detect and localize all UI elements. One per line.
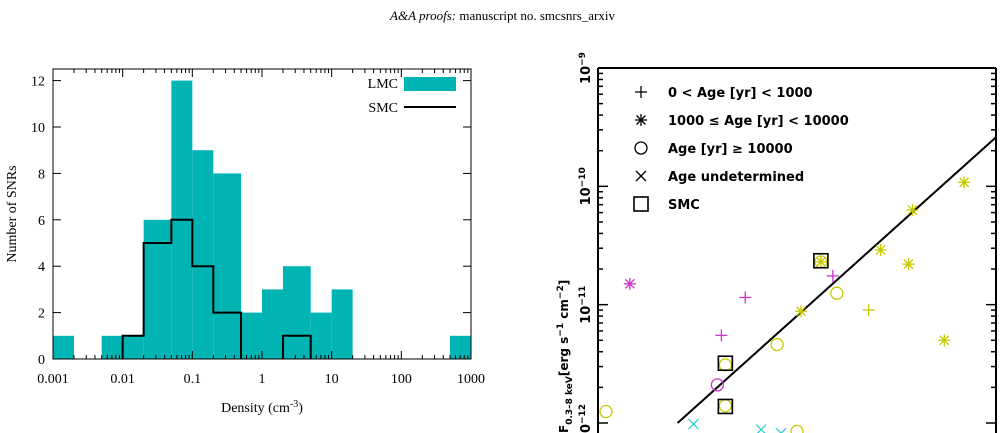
data-point-star	[906, 204, 919, 217]
y-tick-label: 10−11	[578, 286, 594, 324]
page-header: A&A proofs: manuscript no. smcsnrs_arxiv	[0, 8, 1005, 24]
data-point-circle	[718, 399, 733, 413]
legend-marker-cross	[635, 170, 647, 182]
data-point-cross	[775, 427, 787, 433]
x-tick-label: 0.1	[184, 372, 202, 387]
x-tick-label: 10	[325, 372, 339, 387]
data-point-circle	[830, 286, 844, 300]
lmc-bar	[53, 335, 74, 359]
lmc-bar	[262, 289, 283, 359]
data-point-star	[623, 277, 636, 290]
y-tick-label: 2	[38, 307, 45, 322]
legend-marker-circle	[634, 141, 648, 155]
legend-marker-square	[633, 196, 649, 212]
data-point-circle	[790, 424, 804, 433]
lmc-bar	[101, 335, 123, 359]
y-tick-label: 8	[38, 167, 45, 182]
data-point-star	[874, 243, 887, 256]
histogram-x-tick-labels: 0.001 0.01 0.1 1 10 100 1000	[37, 372, 485, 387]
data-point-star	[794, 305, 807, 318]
flux-scatter-plot: 10−12 10−11 10−10 10−9 F0.3–8 keV[erg s−1 c…	[556, 52, 997, 433]
lmc-bar	[241, 312, 262, 359]
scatter-y-tick-labels: 10−12 10−11 10−10 10−9	[578, 52, 594, 433]
lmc-bar	[331, 289, 353, 359]
lmc-bar	[122, 335, 144, 359]
data-point-plus	[739, 291, 752, 304]
data-point-plus	[715, 329, 728, 342]
scatter-points	[599, 176, 971, 433]
x-tick-label: 0.001	[37, 372, 69, 387]
legend-label: Age undetermined	[668, 170, 804, 185]
data-point-circle	[770, 337, 784, 352]
lmc-bar	[213, 173, 242, 359]
manuscript-id: manuscript no. smcsnrs_arxiv	[459, 8, 615, 23]
y-tick-label: 10−10	[578, 167, 594, 205]
histogram-bars	[53, 80, 471, 359]
legend-marker-plus	[635, 86, 647, 98]
journal-name: A&A proofs:	[390, 8, 457, 23]
legend-marker-star	[635, 114, 647, 126]
histogram-legend: LMC SMC	[368, 77, 456, 116]
lmc-bar	[192, 150, 214, 359]
histogram-ticks	[52, 69, 471, 360]
y-tick-label: 10	[31, 121, 45, 136]
legend-lmc-swatch	[404, 77, 456, 91]
x-tick-label: 1	[259, 372, 266, 387]
scatter-y-axis-label: F0.3–8 keV[erg s−1 cm−2]	[556, 280, 575, 433]
x-tick-label: 1000	[457, 372, 485, 387]
lmc-bar	[450, 335, 471, 359]
data-point-star	[938, 334, 951, 347]
fit-line	[676, 136, 997, 424]
scatter-ticks	[598, 67, 996, 424]
legend-label: Age [yr] ≥ 10000	[668, 142, 793, 157]
x-tick-label: 100	[391, 372, 412, 387]
legend-label: 0 < Age [yr] < 1000	[668, 86, 813, 101]
data-point-star	[814, 255, 827, 268]
smc-step-line	[121, 218, 312, 359]
data-point-square	[813, 252, 829, 269]
x-tick-label: 0.01	[110, 372, 135, 387]
histogram-y-tick-labels: 0 2 4 6 8 10 12	[31, 75, 45, 368]
data-point-circle	[599, 404, 613, 419]
data-point-star	[958, 176, 971, 189]
data-point-cross	[755, 424, 767, 433]
legend-lmc-label: LMC	[368, 77, 398, 92]
legend-label: 1000 ≤ Age [yr] < 10000	[668, 114, 849, 129]
histogram-y-axis-label: Number of SNRs	[5, 165, 20, 262]
data-point-star	[902, 258, 915, 271]
data-point-circle	[710, 378, 725, 392]
y-tick-label: 12	[31, 75, 45, 90]
data-point-cross	[688, 418, 699, 430]
y-tick-label: 10−9	[578, 52, 594, 84]
histogram-x-axis-label: Density (cm-3)	[221, 399, 303, 416]
y-tick-label: 6	[38, 214, 45, 229]
lmc-bar	[143, 219, 172, 359]
data-point-square	[717, 355, 734, 372]
legend-label: SMC	[668, 198, 700, 213]
y-tick-label: 0	[38, 353, 45, 368]
data-point-plus	[826, 269, 839, 282]
data-point-circle	[718, 358, 733, 372]
density-histogram: 0.001 0.01 0.1 1 10 100 1000 0 2 4 6 8 10 12 Density…	[5, 68, 485, 416]
data-point-plus	[862, 304, 875, 317]
y-tick-label: 4	[38, 260, 45, 275]
lmc-bar	[310, 312, 332, 359]
legend-smc-label: SMC	[368, 101, 398, 116]
lmc-bar	[282, 266, 311, 359]
data-point-square	[717, 398, 734, 415]
scatter-legend: 0 < Age [yr] < 1000 1000 ≤ Age [yr] < 100…	[633, 86, 849, 213]
y-tick-label: 10−12	[578, 404, 594, 433]
